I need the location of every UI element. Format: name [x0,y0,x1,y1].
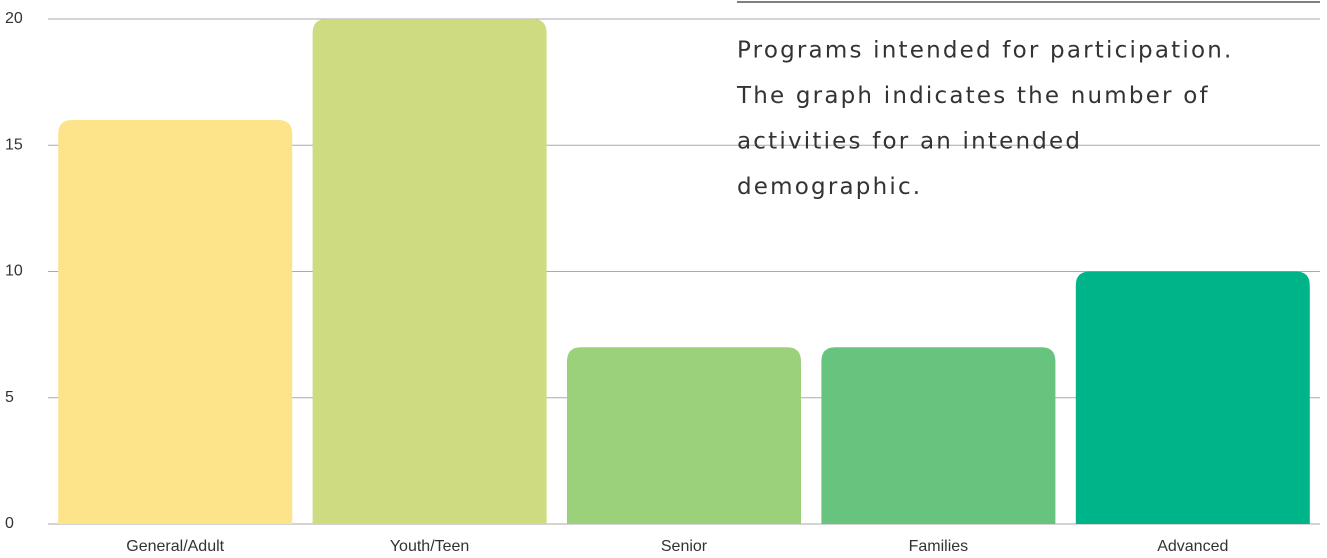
x-tick-label: Youth/Teen [390,538,469,555]
bar [58,120,293,524]
x-tick-label: Families [909,538,969,555]
y-tick-label: 20 [5,10,23,27]
annotation-line: activities for an intended [737,129,1082,155]
y-tick-label: 5 [5,389,14,406]
y-tick-label: 15 [5,136,23,153]
y-tick-label: 0 [5,515,14,532]
y-tick-label: 10 [5,263,23,280]
annotation-line: The graph indicates the number of [736,83,1210,109]
annotation-line: demographic. [737,174,922,200]
bar [567,347,801,524]
bar [1075,271,1310,524]
annotation-line: Programs intended for participation. [737,38,1234,64]
x-tick-label: General/Adult [126,538,224,555]
x-tick-label: Advanced [1157,538,1228,555]
bar [821,347,1056,524]
bar [312,19,547,524]
x-tick-label: Senior [661,538,708,555]
